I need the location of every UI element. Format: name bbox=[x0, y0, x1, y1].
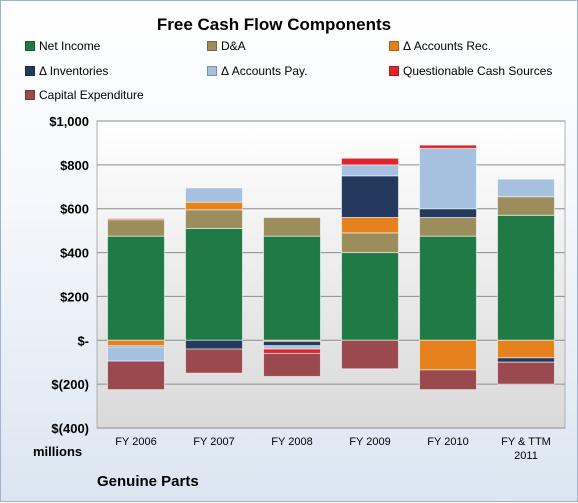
bar-segment bbox=[341, 175, 399, 218]
bar-segment bbox=[419, 208, 477, 218]
x-tick-label: FY 2010 bbox=[427, 436, 468, 448]
legend-swatch-da bbox=[207, 41, 217, 51]
unit-label: millions bbox=[33, 444, 82, 459]
bar-segment bbox=[497, 214, 555, 341]
legend-item-net-income: Net Income bbox=[25, 39, 100, 53]
bar-segment bbox=[341, 164, 399, 177]
y-tick-label: $400 bbox=[60, 246, 89, 261]
bar-segment bbox=[497, 357, 555, 363]
legend-swatch-net-income bbox=[25, 41, 35, 51]
bar-segment bbox=[263, 216, 321, 237]
bar-segment bbox=[497, 339, 555, 359]
legend-label-inventories: Δ Inventories bbox=[39, 64, 109, 78]
bar-segment bbox=[419, 339, 477, 371]
bar-segment bbox=[185, 187, 243, 203]
bar-segment bbox=[497, 361, 555, 385]
bar-segment bbox=[497, 178, 555, 198]
legend-item-inventories: Δ Inventories bbox=[25, 64, 108, 78]
x-tick-label: FY 2008 bbox=[271, 436, 312, 448]
bar-segment bbox=[263, 235, 321, 341]
bar-segment bbox=[185, 209, 243, 229]
bar-segment bbox=[341, 252, 399, 341]
bar-segment bbox=[107, 346, 165, 362]
y-tick-label: $200 bbox=[60, 289, 89, 304]
y-tick-label: $1,000 bbox=[49, 114, 89, 129]
legend-item-questionable: Questionable Cash Sources bbox=[389, 64, 552, 78]
legend-label-net-income: Net Income bbox=[39, 39, 101, 53]
bar-segment bbox=[107, 218, 165, 221]
legend-swatch-accounts-rec bbox=[389, 41, 399, 51]
bar-segment bbox=[419, 147, 477, 210]
bar-segment bbox=[107, 339, 165, 347]
y-tick-label: $600 bbox=[60, 202, 89, 217]
bar-segment bbox=[497, 196, 555, 216]
y-tick-label: $800 bbox=[60, 158, 89, 173]
x-tick-label: FY 2009 bbox=[349, 436, 390, 448]
bar-segment bbox=[341, 339, 399, 370]
bar-segment bbox=[107, 235, 165, 341]
bar-segment bbox=[263, 340, 321, 347]
company-name: Genuine Parts bbox=[97, 473, 199, 490]
legend-item-capex: Capital Expenditure bbox=[25, 88, 144, 102]
bar-segment bbox=[107, 219, 165, 237]
plot-area bbox=[96, 120, 566, 429]
bar-segment bbox=[419, 235, 477, 341]
y-tick-label: $(400) bbox=[51, 421, 89, 436]
legend-label-accounts-pay: Δ Accounts Pay. bbox=[221, 64, 308, 78]
y-tick-label: $(200) bbox=[51, 377, 89, 392]
legend-label-questionable: Questionable Cash Sources bbox=[403, 64, 553, 78]
legend-swatch-inventories bbox=[25, 66, 35, 76]
bar-segment bbox=[341, 216, 399, 234]
legend-swatch-accounts-pay bbox=[207, 66, 217, 76]
legend-swatch-questionable bbox=[389, 66, 399, 76]
bar-segment bbox=[185, 201, 243, 211]
bar-segment bbox=[419, 216, 477, 237]
bar-segment bbox=[185, 348, 243, 374]
bar-segment bbox=[341, 157, 399, 166]
legend-swatch-capex bbox=[25, 90, 35, 100]
x-tick-label: FY & TTM 2011 bbox=[501, 436, 551, 462]
x-tick-label: FY 2007 bbox=[193, 436, 234, 448]
bar-segment bbox=[185, 227, 243, 341]
legend-item-accounts-rec: Δ Accounts Rec. bbox=[389, 39, 491, 53]
legend-item-accounts-pay: Δ Accounts Pay. bbox=[207, 64, 308, 78]
bar-segment bbox=[419, 369, 477, 391]
bar-segment bbox=[185, 339, 243, 350]
bar-segment bbox=[419, 144, 477, 149]
legend-label-capex: Capital Expenditure bbox=[39, 88, 144, 102]
chart-title: Free Cash Flow Components bbox=[156, 15, 392, 34]
bar-segment bbox=[263, 352, 321, 377]
bar-segment bbox=[263, 348, 321, 354]
x-tick-label: FY 2006 bbox=[115, 436, 156, 448]
legend-item-da: D&A bbox=[207, 39, 246, 53]
legend-label-accounts-rec: Δ Accounts Rec. bbox=[403, 39, 492, 53]
y-tick-label: $- bbox=[77, 333, 89, 348]
legend-label-da: D&A bbox=[221, 39, 246, 53]
bar-segment bbox=[341, 232, 399, 254]
bar-segment bbox=[107, 360, 165, 391]
